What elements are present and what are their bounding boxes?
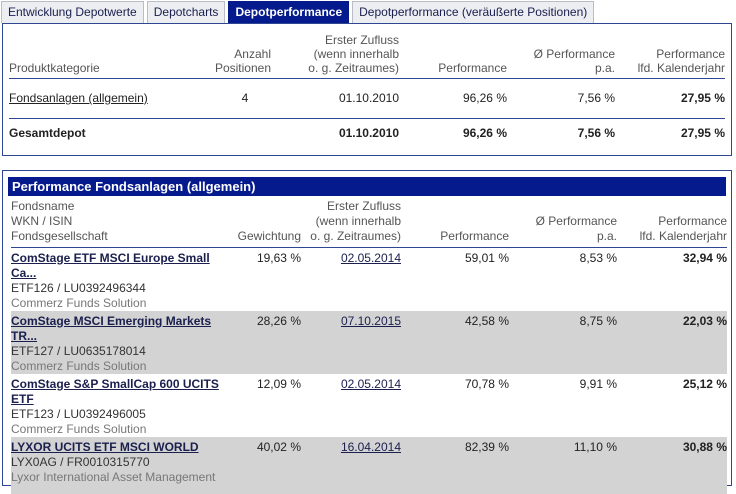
table-row: LYXOR UCITS ETF MSCI WORLD LYX0AG / FR00… bbox=[11, 436, 727, 494]
detail-panel: Performance Fondsanlagen (allgemein) Fon… bbox=[2, 170, 732, 494]
detail-table: Fondsname WKN / ISIN Fondsgesellschaft Gew… bbox=[11, 196, 727, 494]
fund-name-link[interactable]: ComStage S&P SmallCap 600 UCITS ETF bbox=[11, 376, 219, 406]
fund-performance: 59,01 % bbox=[464, 250, 509, 265]
summary-performance: 96,26 % bbox=[462, 91, 507, 105]
detail-header-row: Fondsname WKN / ISIN Fondsgesellschaft Gew… bbox=[11, 196, 727, 248]
tab-entwicklung-depotwerte[interactable]: Entwicklung Depotwerte bbox=[1, 1, 144, 23]
fund-name-link[interactable]: ComStage ETF MSCI Europe Small Ca... bbox=[11, 250, 210, 280]
fund-wkn-isin: ETF127 / LU0635178014 bbox=[11, 343, 146, 358]
summary-table: Produktkategorie Anzahl Positionen Erster… bbox=[9, 30, 725, 148]
fund-first-inflow-link[interactable]: 07.10.2015 bbox=[340, 313, 401, 328]
header-performance: Performance bbox=[399, 30, 507, 79]
fund-ytd: 32,94 % bbox=[682, 250, 727, 265]
total-label: Gesamtdepot bbox=[9, 117, 189, 148]
total-performance: 96,26 % bbox=[399, 117, 507, 148]
tab-depotcharts[interactable]: Depotcharts bbox=[146, 1, 226, 23]
header-anzahl-positionen: Anzahl Positionen bbox=[189, 30, 271, 79]
total-ytd: 27,95 % bbox=[615, 117, 725, 148]
fund-name-link[interactable]: ComStage MSCI Emerging Markets TR... bbox=[11, 313, 212, 343]
table-row: ComStage S&P SmallCap 600 UCITS ETF ETF1… bbox=[11, 374, 727, 437]
fund-avg-performance: 8,53 % bbox=[579, 250, 617, 265]
fund-company: Lyxor International Asset Management bbox=[11, 469, 216, 484]
fund-wkn-isin: ETF126 / LU0392496344 bbox=[11, 280, 146, 295]
fund-performance: 42,58 % bbox=[401, 310, 509, 374]
fund-weight: 40,02 % bbox=[221, 436, 301, 494]
total-avg-performance: 7,56 % bbox=[507, 117, 615, 148]
tab-depotperformance[interactable]: Depotperformance bbox=[228, 1, 350, 23]
fund-performance: 70,78 % bbox=[464, 376, 509, 391]
fund-first-inflow-link[interactable]: 02.05.2014 bbox=[340, 250, 401, 265]
fund-avg-performance: 9,91 % bbox=[579, 376, 617, 391]
fund-weight: 28,26 % bbox=[221, 310, 301, 374]
summary-panel: Produktkategorie Anzahl Positionen Erster… bbox=[2, 23, 732, 156]
fund-ytd: 22,03 % bbox=[617, 310, 727, 374]
fondsanlagen-link[interactable]: Fondsanlagen (allgemein) bbox=[9, 91, 148, 105]
header-ytd-performance: Performance lfd. Kalenderjahr bbox=[617, 196, 727, 248]
summary-header-row: Produktkategorie Anzahl Positionen Erster… bbox=[9, 30, 725, 79]
fund-company: Commerz Funds Solution bbox=[11, 295, 147, 310]
summary-row-fondsanlagen: Fondsanlagen (allgemein) 4 01.10.2010 96… bbox=[9, 78, 725, 118]
summary-avg-performance: 7,56 % bbox=[577, 91, 615, 105]
fund-company: Commerz Funds Solution bbox=[11, 358, 147, 373]
summary-ytd: 27,95 % bbox=[680, 91, 725, 105]
header-performance: Performance bbox=[401, 196, 509, 248]
total-first-inflow: 01.10.2010 bbox=[271, 117, 399, 148]
table-row: ComStage ETF MSCI Europe Small Ca... ETF… bbox=[11, 247, 727, 311]
fund-weight: 19,63 % bbox=[256, 250, 301, 265]
fund-company: Commerz Funds Solution bbox=[11, 421, 147, 436]
fund-name-link[interactable]: LYXOR UCITS ETF MSCI WORLD bbox=[11, 439, 199, 454]
summary-count: 4 bbox=[241, 91, 249, 105]
fund-first-inflow-link[interactable]: 02.05.2014 bbox=[340, 376, 401, 391]
fund-avg-performance: 8,75 % bbox=[509, 310, 617, 374]
fund-first-inflow-link[interactable]: 16.04.2014 bbox=[340, 439, 401, 454]
fund-wkn-isin: ETF123 / LU0392496005 bbox=[11, 406, 146, 421]
fund-performance: 82,39 % bbox=[401, 436, 509, 494]
header-avg-performance: Ø Performance p.a. bbox=[507, 30, 615, 79]
header-erster-zufluss: Erster Zufluss (wenn innerhalb o. g. Zeitr… bbox=[301, 196, 401, 248]
header-ytd-performance: Performance lfd. Kalenderjahr bbox=[615, 30, 725, 79]
fund-ytd: 30,88 % bbox=[617, 436, 727, 494]
header-produktkategorie: Produktkategorie bbox=[9, 30, 189, 79]
fund-wkn-isin: LYX0AG / FR0010315770 bbox=[11, 454, 150, 469]
tab-bar: Entwicklung Depotwerte Depotcharts Depot… bbox=[1, 1, 597, 23]
detail-title: Performance Fondsanlagen (allgemein) bbox=[8, 177, 726, 196]
header-erster-zufluss: Erster Zufluss (wenn innerhalb o. g. Zeitr… bbox=[271, 30, 399, 79]
tab-depotperformance-veraeusserte[interactable]: Depotperformance (veräußerte Positionen) bbox=[352, 1, 595, 23]
summary-row-gesamtdepot: Gesamtdepot 01.10.2010 96,26 % 7,56 % 27… bbox=[9, 117, 725, 148]
header-fondsname: Fondsname WKN / ISIN Fondsgesellschaft bbox=[11, 196, 221, 248]
fund-ytd: 25,12 % bbox=[682, 376, 727, 391]
table-row: ComStage MSCI Emerging Markets TR... ETF… bbox=[11, 310, 727, 374]
fund-weight: 12,09 % bbox=[256, 376, 301, 391]
header-gewichtung: Gewichtung bbox=[221, 196, 301, 248]
summary-first-inflow: 01.10.2010 bbox=[338, 91, 399, 105]
header-avg-performance: Ø Performance p.a. bbox=[509, 196, 617, 248]
fund-avg-performance: 11,10 % bbox=[509, 436, 617, 494]
